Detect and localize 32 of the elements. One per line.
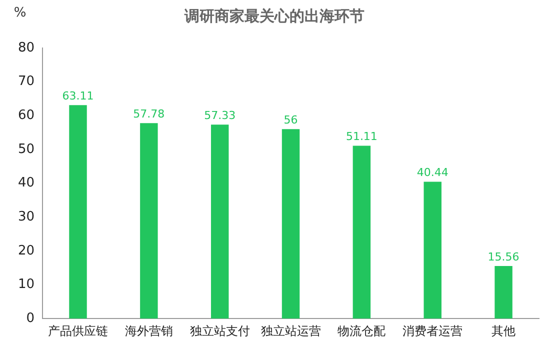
y-tick-label: 20 xyxy=(18,243,35,258)
bar xyxy=(210,124,229,319)
bar xyxy=(494,266,512,319)
x-tick-label: 独立站支付 xyxy=(190,324,250,338)
x-tick-label: 物流仓配 xyxy=(338,324,386,338)
data-label: 57.78 xyxy=(133,108,165,121)
data-label: 51.11 xyxy=(346,130,378,144)
chart-title: 调研商家最关心的出海环节 xyxy=(184,6,364,25)
y-tick-label: 40 xyxy=(18,176,35,191)
y-tick-label: 80 xyxy=(18,40,35,56)
x-tick-label: 产品供应链 xyxy=(48,324,108,338)
data-label: 56 xyxy=(284,114,298,127)
data-label: 15.56 xyxy=(488,250,520,264)
data-label: 57.33 xyxy=(204,109,236,122)
bar xyxy=(69,105,87,319)
data-label: 40.44 xyxy=(416,166,448,180)
y-tick-label: 60 xyxy=(18,108,35,124)
data-label: 63.11 xyxy=(62,89,94,102)
x-tick-label: 独立站运营 xyxy=(260,324,321,338)
y-tick-label: 70 xyxy=(18,74,35,90)
y-tick-label: 50 xyxy=(18,142,35,157)
x-tick-label: 其他 xyxy=(492,324,516,338)
y-tick-label: 0 xyxy=(26,310,35,326)
y-axis-title: % xyxy=(14,5,26,20)
y-tick-label: 30 xyxy=(18,210,35,224)
bar xyxy=(282,129,300,319)
x-tick-label: 消费者运营 xyxy=(402,324,463,338)
bar xyxy=(424,182,442,319)
bar xyxy=(140,123,158,319)
bar xyxy=(352,146,371,319)
x-tick-label: 海外营销 xyxy=(124,324,173,338)
y-tick-label: 10 xyxy=(18,277,35,292)
